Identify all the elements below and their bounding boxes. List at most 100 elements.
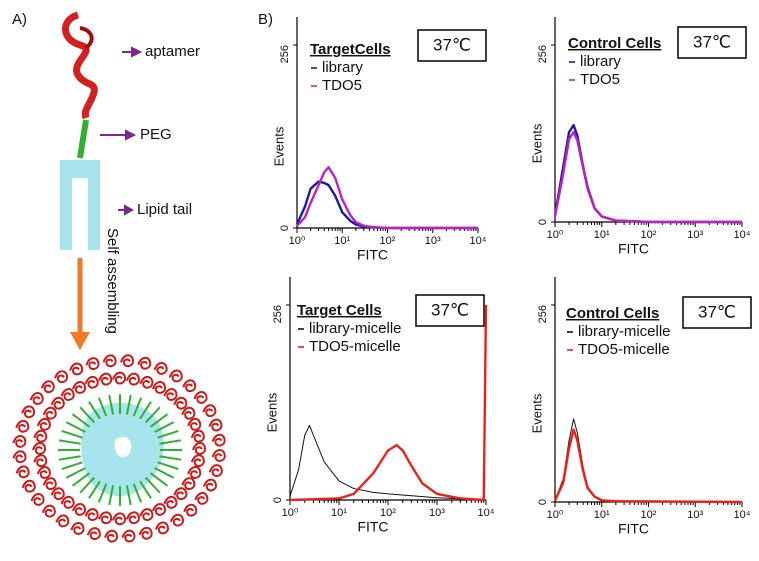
annotation: 37℃ bbox=[433, 35, 471, 54]
aptamer-icon bbox=[112, 512, 127, 526]
aptamer-icon bbox=[15, 465, 30, 479]
aptamer-icon bbox=[194, 491, 209, 505]
aptamer-icon bbox=[187, 466, 202, 479]
peg-spoke bbox=[139, 401, 152, 420]
histogram-curve bbox=[554, 418, 743, 503]
aptamer-icon bbox=[138, 526, 153, 540]
aptamer-icon bbox=[55, 514, 70, 528]
aptamer-icon bbox=[112, 371, 127, 385]
annotation-box bbox=[415, 294, 485, 327]
peg-spoke bbox=[157, 461, 179, 471]
peg-spoke bbox=[125, 394, 132, 415]
histogram-curve bbox=[289, 304, 488, 502]
legend-label: TDO5-micelle bbox=[309, 338, 401, 355]
lipid-tail-label: Lipid tail bbox=[137, 201, 192, 218]
y-tick-label: 0 bbox=[279, 225, 291, 231]
histogram-curve bbox=[553, 124, 742, 224]
aptamer-icon bbox=[60, 495, 75, 509]
peg-spoke bbox=[132, 397, 143, 417]
aptamer-icon bbox=[137, 356, 152, 370]
peg-spoke bbox=[154, 421, 175, 433]
x-tick-label: 10⁰ bbox=[547, 509, 564, 521]
aptamer-icon bbox=[153, 361, 168, 375]
peg-spoke bbox=[79, 476, 96, 494]
peg-spoke bbox=[139, 480, 152, 499]
x-tick-label: 10⁴ bbox=[734, 509, 751, 521]
aptamer-icon bbox=[163, 495, 178, 509]
aptamer-icon bbox=[41, 504, 56, 518]
legend-label: TDO5 bbox=[322, 77, 362, 94]
legend-label: TDO5 bbox=[580, 71, 620, 88]
histogram-curve bbox=[553, 428, 743, 504]
x-tick-label: 10² bbox=[641, 509, 657, 521]
peg-spoke bbox=[150, 413, 169, 428]
aptamer-icon bbox=[60, 388, 75, 401]
peg-spoke bbox=[154, 467, 175, 479]
aptamer-icon bbox=[202, 478, 217, 492]
aptamer-shape bbox=[62, 11, 98, 120]
y-tick-label: 256 bbox=[279, 45, 291, 63]
chart-title: Target Cells bbox=[297, 302, 382, 319]
panel-label: A) bbox=[12, 11, 27, 28]
chart-title: Control Cells bbox=[568, 35, 661, 52]
aptamer-shape bbox=[79, 26, 94, 50]
x-tick-label: 10⁴ bbox=[734, 229, 751, 241]
histogram-curve bbox=[295, 180, 478, 230]
legend-label: library bbox=[580, 53, 621, 70]
histogram-curve bbox=[289, 424, 487, 501]
peg-spoke bbox=[79, 406, 96, 424]
peg-spoke bbox=[144, 406, 161, 424]
aptamer-icon bbox=[208, 464, 223, 477]
aptamer-icon bbox=[190, 429, 205, 443]
aptamer-icon bbox=[69, 362, 84, 376]
aptamer-icon bbox=[42, 406, 57, 420]
aptamer-icon bbox=[84, 375, 99, 389]
micelle bbox=[12, 354, 226, 543]
peg-spoke bbox=[157, 429, 179, 439]
aptamer-icon bbox=[40, 380, 55, 394]
aptamer-icon bbox=[30, 493, 45, 506]
aptamer-icon bbox=[183, 503, 198, 517]
chart-title: Control Cells bbox=[566, 305, 659, 322]
y-axis-label: Events bbox=[264, 392, 279, 432]
aptamer-icon bbox=[187, 417, 202, 431]
aptamer-icon bbox=[193, 391, 208, 404]
aptamer-icon bbox=[120, 354, 134, 368]
peg-spoke bbox=[108, 394, 115, 415]
aptamer-icon bbox=[152, 381, 167, 394]
x-tick-label: 10¹ bbox=[334, 235, 350, 247]
aptamer-icon bbox=[173, 487, 188, 501]
annotation-box bbox=[417, 29, 487, 62]
aptamer-icon bbox=[181, 477, 196, 491]
y-axis-label: Events bbox=[529, 393, 544, 433]
aptamer-icon bbox=[42, 477, 57, 491]
x-tick-label: 10¹ bbox=[594, 509, 610, 521]
aptamer-icon bbox=[104, 529, 119, 543]
chart-title: TargetCells bbox=[310, 41, 391, 58]
aptamer-icon bbox=[125, 372, 140, 386]
aptamer-icon bbox=[84, 508, 99, 521]
x-tick-label: 10² bbox=[641, 229, 657, 241]
assembly-arrow-head bbox=[70, 332, 90, 350]
histogram-curve bbox=[296, 166, 478, 230]
aptamer-icon bbox=[139, 375, 154, 389]
aptamer-icon bbox=[182, 379, 197, 393]
aptamer-icon bbox=[21, 405, 36, 419]
peg-spoke bbox=[71, 413, 90, 428]
aptamer-icon bbox=[163, 388, 178, 401]
y-tick-label: 0 bbox=[537, 499, 549, 505]
peg-spoke bbox=[88, 480, 101, 499]
peg-spoke bbox=[150, 472, 169, 487]
peg-spoke bbox=[159, 455, 182, 461]
aptamer-icon bbox=[168, 369, 183, 383]
aptamer-icon bbox=[33, 454, 48, 468]
x-tick-label: 10¹ bbox=[331, 507, 347, 519]
aptamer-icon bbox=[36, 417, 51, 431]
peg-spoke bbox=[61, 461, 83, 471]
annotation-box bbox=[682, 296, 752, 329]
x-tick-label: 10³ bbox=[687, 509, 703, 521]
peg-spoke bbox=[65, 467, 86, 479]
y-tick-label: 0 bbox=[537, 219, 549, 225]
aptamer-icon bbox=[32, 442, 47, 455]
